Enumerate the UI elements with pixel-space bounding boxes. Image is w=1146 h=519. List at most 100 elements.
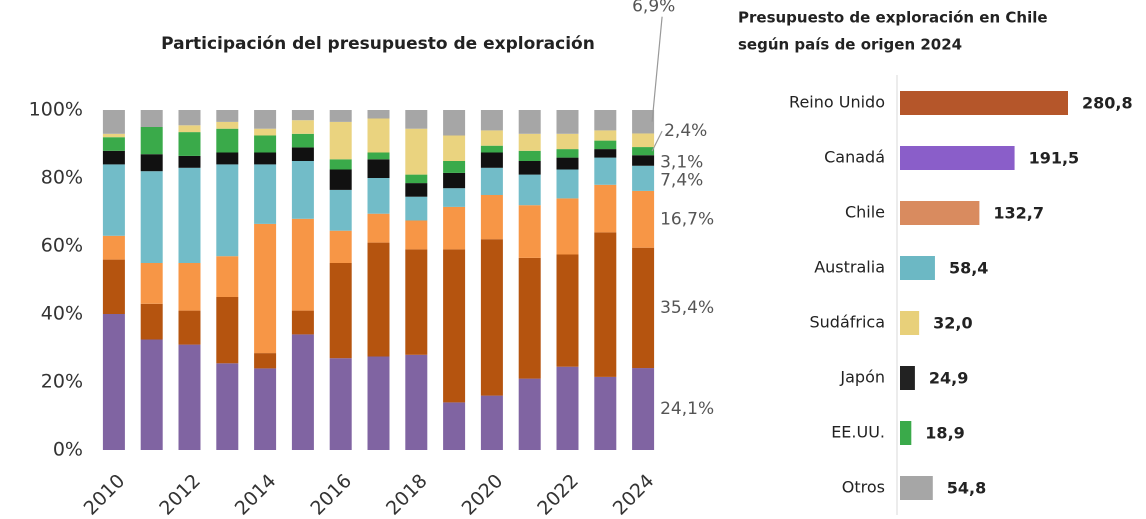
bar-segment <box>254 135 277 153</box>
y-tick-label: 60% <box>41 235 83 257</box>
bar-segment <box>254 110 277 129</box>
bar-segment <box>367 213 390 243</box>
bar-segment <box>480 110 503 131</box>
x-tick-label: 2024 <box>609 470 659 519</box>
bar-segment <box>102 235 125 260</box>
data-label: 24,1% <box>660 399 714 419</box>
bar-segment <box>632 247 655 369</box>
bar-segment <box>329 159 352 170</box>
bar-segment <box>254 128 277 136</box>
y-tick-label: EE.UU. <box>831 423 885 442</box>
bar-segment <box>216 363 239 450</box>
bar-segment <box>594 140 617 150</box>
bar-segment <box>594 184 617 233</box>
bar-segment <box>140 154 163 172</box>
bar-segment <box>480 167 503 195</box>
bar-segment <box>480 130 503 146</box>
bar-segment <box>216 128 239 153</box>
bar-segment <box>102 137 125 151</box>
chart-title: Participación del presupuesto de explora… <box>161 34 595 54</box>
bar-segment <box>632 133 655 148</box>
bar-segment <box>632 165 655 191</box>
bar-segment <box>329 110 352 122</box>
bar-segment <box>216 164 239 257</box>
bar-segment <box>556 149 579 158</box>
bar <box>900 256 935 280</box>
bar-segment <box>594 130 617 141</box>
bar <box>900 476 933 500</box>
bar-segment <box>405 196 428 221</box>
bar-segment <box>140 263 163 304</box>
y-tick-label: Japón <box>839 368 885 387</box>
bar-segment <box>216 110 239 122</box>
bar-segment <box>178 132 201 156</box>
bar <box>900 421 912 445</box>
bar-segment <box>594 232 617 377</box>
bar-segment <box>518 161 541 175</box>
y-tick-label: Chile <box>845 203 885 222</box>
bar-segment <box>405 249 428 355</box>
bar-segment <box>556 133 579 150</box>
x-tick-label: 2018 <box>382 470 432 519</box>
bar-segment <box>367 118 390 153</box>
bar-segment <box>367 356 390 450</box>
bar-segment <box>518 257 541 379</box>
bar-segment <box>329 230 352 263</box>
data-label: 24,9 <box>929 369 968 388</box>
bar-segment <box>216 297 239 364</box>
x-tick-label: 2022 <box>533 470 583 519</box>
bar-segment <box>518 205 541 258</box>
bar-segment <box>480 239 503 396</box>
bar-segment <box>102 164 125 236</box>
bar-segment <box>632 155 655 166</box>
bar-segment <box>594 157 617 185</box>
data-label: 6,9% <box>632 0 675 17</box>
data-label: 132,7 <box>993 204 1044 223</box>
bar-segment <box>405 110 428 129</box>
bar-segment <box>518 174 541 206</box>
x-tick-label: 2012 <box>155 470 205 519</box>
bar-segment <box>632 147 655 156</box>
bar-segment <box>102 110 125 134</box>
bar-segment <box>405 220 428 250</box>
y-tick-label: 20% <box>41 371 83 393</box>
bar-segment <box>329 121 352 160</box>
data-label: 32,0 <box>933 314 972 333</box>
bar-segment <box>140 127 163 155</box>
bar-segment <box>443 135 466 161</box>
bar-segment <box>556 157 579 170</box>
bar-segment <box>102 150 125 165</box>
bar-segment <box>443 206 466 250</box>
bar-segment <box>632 190 655 248</box>
bar-segment <box>329 189 352 231</box>
bar-segment <box>178 344 201 450</box>
bar-segment <box>102 133 125 138</box>
bar-segment <box>102 314 125 450</box>
bar-segment <box>102 259 125 314</box>
bar-segment <box>556 198 579 255</box>
bar-segment <box>291 120 314 134</box>
data-label: 3,1% <box>660 152 703 172</box>
y-tick-label: 80% <box>41 167 83 189</box>
bar-segment <box>291 110 314 121</box>
bar-segment <box>291 147 314 161</box>
x-tick-label: 2010 <box>80 470 130 519</box>
bar-segment <box>140 110 163 127</box>
bar-segment <box>291 310 314 335</box>
bar-segment <box>556 110 579 134</box>
bar-segment <box>254 223 277 354</box>
data-label: 16,7% <box>660 209 714 229</box>
data-label: 54,8 <box>947 479 986 498</box>
bar-segment <box>140 303 163 340</box>
bar-segment <box>291 133 314 148</box>
bar <box>900 91 1068 115</box>
bar-segment <box>140 171 163 263</box>
y-tick-label: 0% <box>53 439 83 461</box>
y-tick-label: 40% <box>41 303 83 325</box>
bar-segment <box>480 195 503 240</box>
bar-segment <box>632 110 655 134</box>
bar-segment <box>178 310 201 345</box>
bar-segment <box>291 161 314 219</box>
bar-segment <box>178 110 201 126</box>
